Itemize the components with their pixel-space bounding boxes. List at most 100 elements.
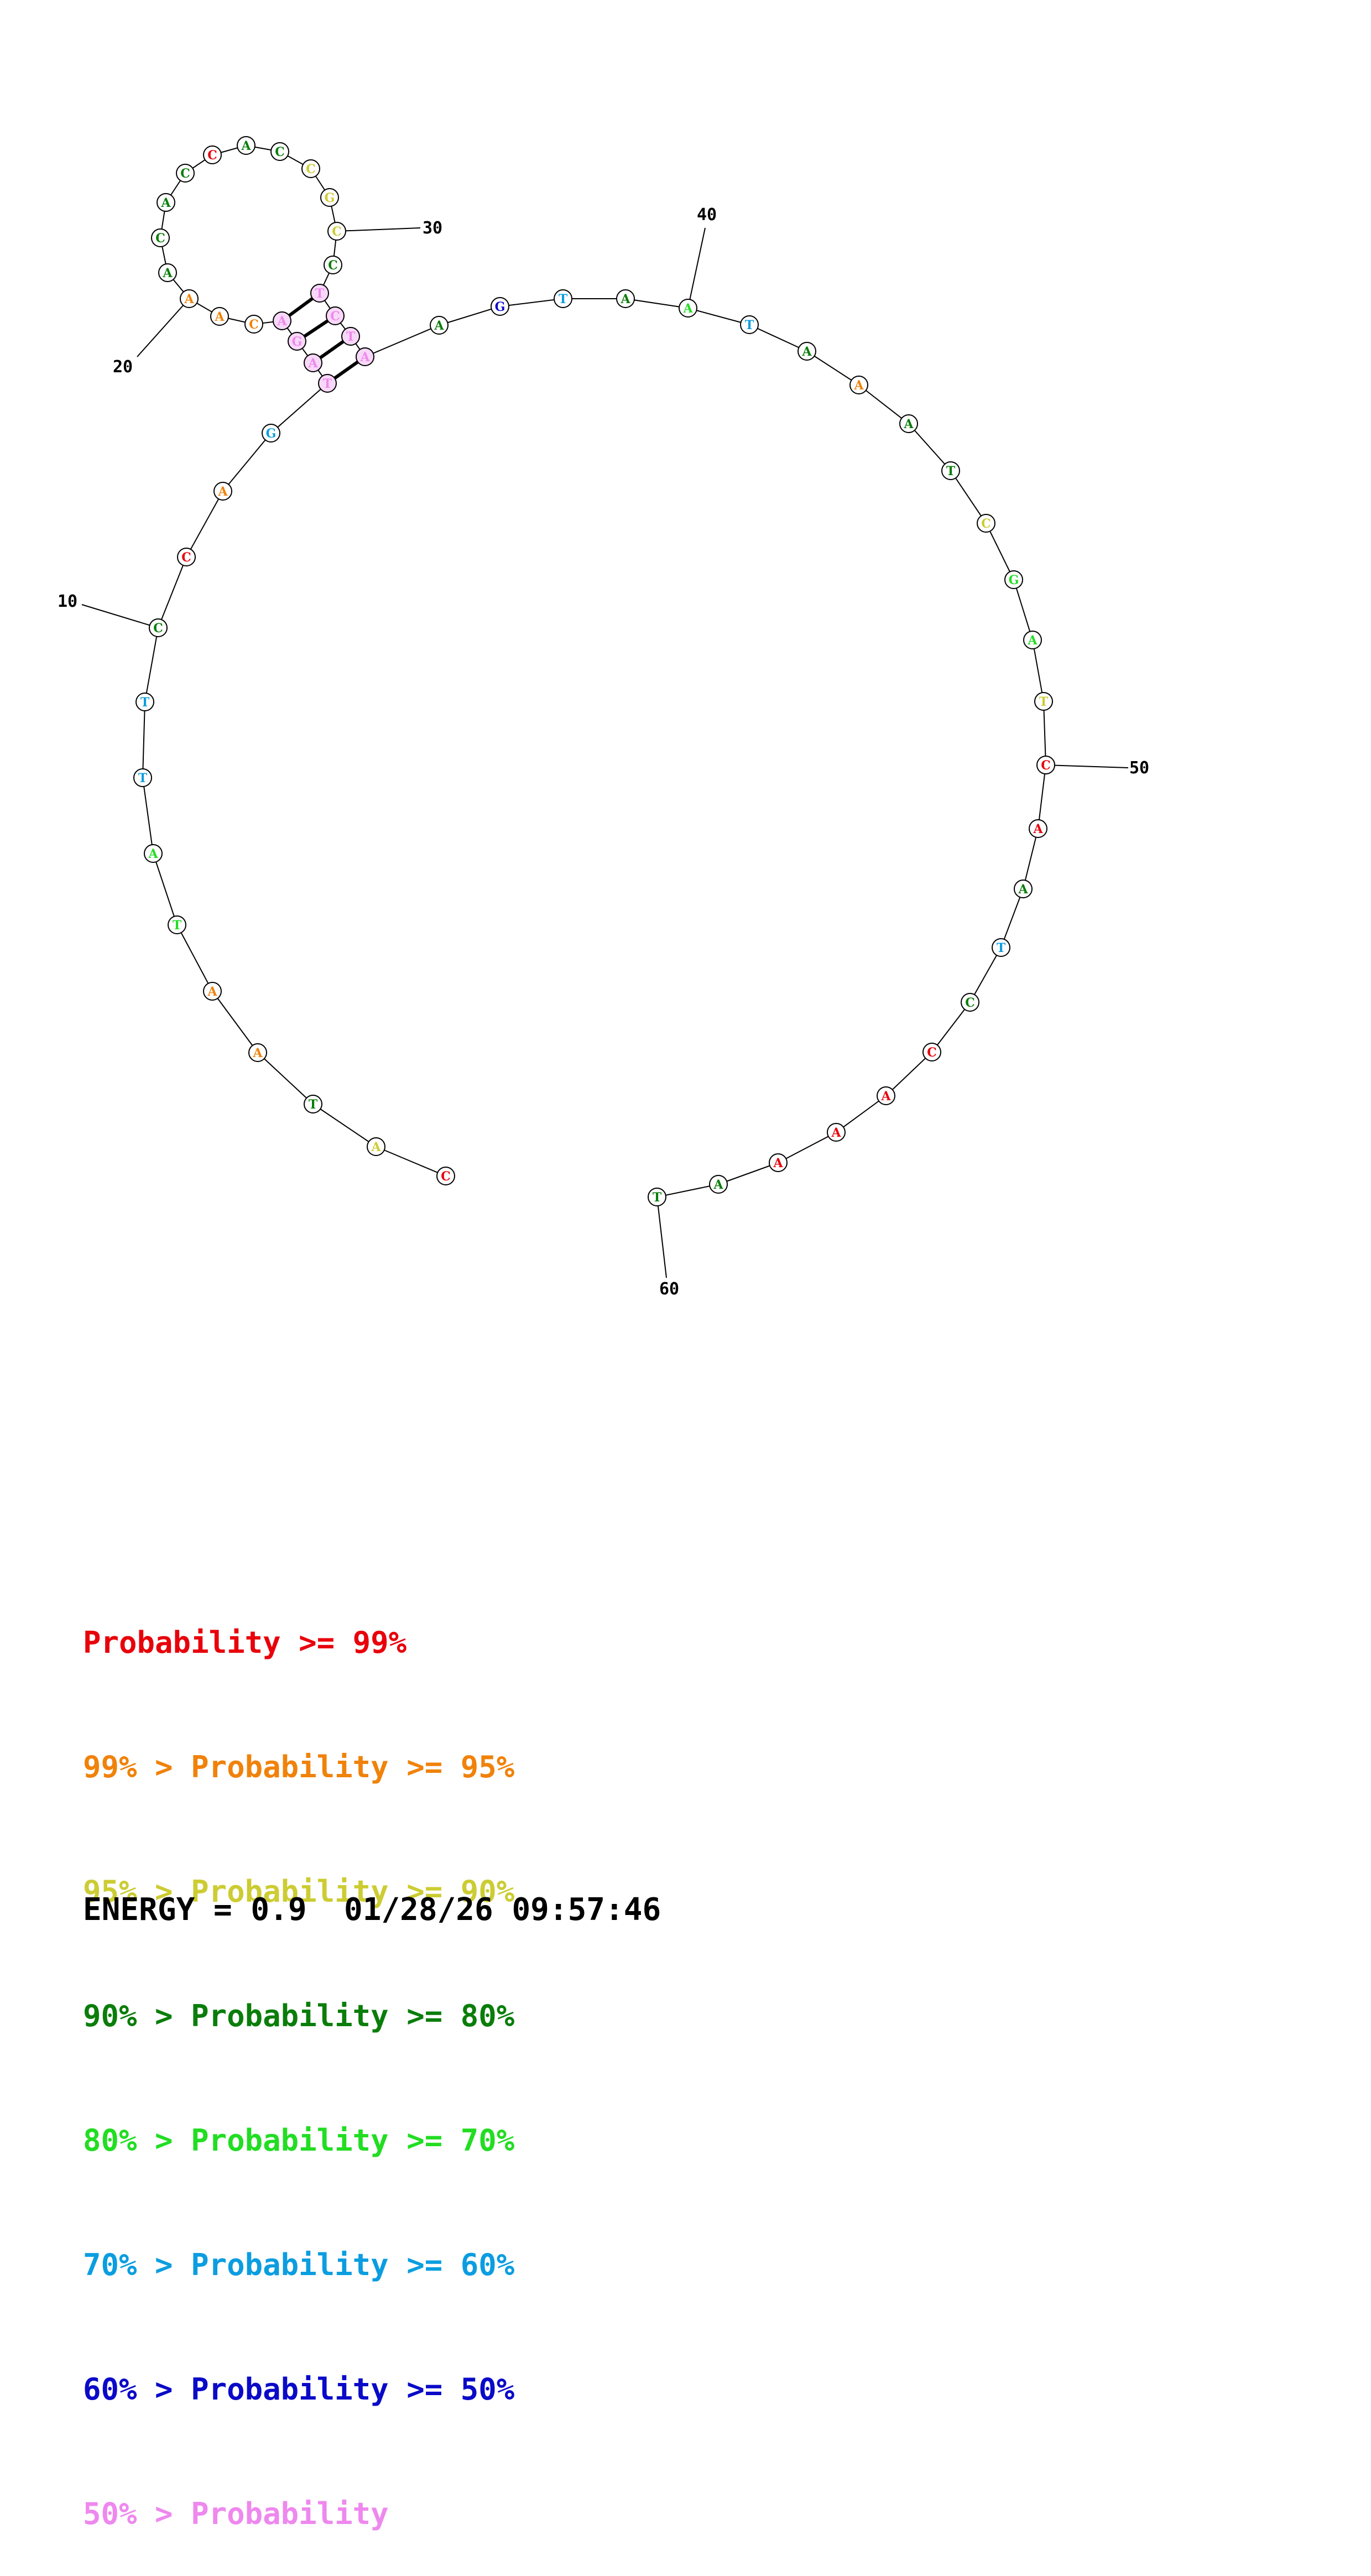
nucleotide-base-label: T bbox=[1039, 695, 1049, 709]
nucleotide-circle bbox=[237, 136, 256, 155]
nucleotide-circle bbox=[709, 1175, 728, 1194]
nucleotide-base-label: A bbox=[252, 1046, 263, 1060]
nucleotide-circle bbox=[367, 1137, 385, 1156]
nucleotide-base-label: T bbox=[745, 318, 754, 332]
backbone-segment bbox=[625, 298, 689, 309]
timestamp: 01/28/26 09:57:46 bbox=[344, 1892, 661, 1928]
legend-prefix: 60% > bbox=[83, 2372, 191, 2407]
nucleotide-base-label: A bbox=[307, 356, 318, 371]
backbone-segment bbox=[858, 384, 909, 424]
backbone-segment bbox=[312, 1104, 377, 1147]
backbone bbox=[142, 145, 1046, 1198]
nucleotide-circle bbox=[310, 284, 329, 303]
nucleotide-circle bbox=[203, 145, 222, 164]
backbone-segment bbox=[144, 627, 159, 702]
backbone-segment bbox=[718, 1162, 779, 1185]
legend-prefix: 70% > bbox=[83, 2247, 191, 2282]
nucleotide-circle bbox=[327, 222, 346, 241]
nucleotide-circle bbox=[740, 315, 759, 334]
backbone-segment bbox=[142, 777, 154, 854]
nucleotide-base-label: G bbox=[1009, 573, 1019, 587]
nucleotide-base-label: A bbox=[207, 985, 217, 999]
nucleotide-circle bbox=[1014, 880, 1033, 898]
legend-text: Probability bbox=[191, 2496, 389, 2531]
nucleotide-base-label: A bbox=[434, 319, 444, 333]
nucleotide-circle bbox=[436, 1167, 455, 1185]
nucleotide: T bbox=[1034, 692, 1053, 711]
nucleotide-circle bbox=[341, 327, 360, 346]
nucleotide-base-label: C bbox=[181, 550, 191, 565]
nucleotide-base-label: A bbox=[184, 292, 194, 306]
nucleotide-base-label: A bbox=[214, 310, 225, 324]
nucleotide-base-label: C bbox=[965, 996, 975, 1010]
nucleotide-base-label: A bbox=[880, 1089, 891, 1104]
backbone-segment bbox=[499, 298, 564, 307]
nucleotide: T bbox=[318, 374, 337, 393]
nucleotide-circle bbox=[157, 193, 175, 212]
backbone-segment bbox=[1000, 888, 1024, 948]
nucleotide-circle bbox=[491, 297, 509, 316]
legend-prefix: 80% > bbox=[83, 2123, 191, 2158]
nucleotide-base-label: A bbox=[1033, 822, 1043, 836]
nucleotide: G bbox=[1004, 570, 1023, 589]
nucleotide: T bbox=[648, 1188, 666, 1206]
nucleotide: A bbox=[203, 982, 222, 1001]
nucleotide: A bbox=[616, 289, 635, 308]
backbone-segment bbox=[687, 308, 750, 325]
nucleotide-circle bbox=[213, 482, 232, 501]
legend-prefix: 90% > bbox=[83, 1999, 191, 2033]
nucleotide-base-label: A bbox=[801, 345, 812, 359]
nucleotide-circle bbox=[992, 938, 1010, 957]
nucleotide-base-label: G bbox=[495, 300, 505, 314]
backbone-segment bbox=[153, 853, 178, 925]
nucleotide-circle bbox=[301, 159, 320, 178]
nucleotide: T bbox=[740, 315, 759, 334]
nucleotide: A bbox=[769, 1153, 788, 1172]
nucleotide-base-label: C bbox=[155, 231, 165, 246]
nucleotide: C bbox=[151, 228, 170, 247]
nucleotide: A bbox=[157, 193, 175, 212]
nucleotide-circle bbox=[324, 256, 342, 274]
nucleotide-circle bbox=[244, 315, 263, 334]
nucleotide-base-label: A bbox=[160, 196, 171, 210]
nucleotide-circle bbox=[977, 514, 995, 533]
nucleotide: C bbox=[270, 142, 289, 161]
nucleotide: G bbox=[288, 332, 306, 351]
legend-text: Probability >= 99% bbox=[83, 1625, 407, 1660]
position-tick-line bbox=[1045, 764, 1129, 768]
nucleotide-base-label: G bbox=[292, 335, 303, 349]
backbone-segment bbox=[1013, 579, 1033, 641]
backbone-segment bbox=[270, 383, 328, 434]
nucleotide-circle bbox=[262, 424, 280, 443]
backbone-segment bbox=[376, 1146, 446, 1177]
legend-prefix: 95% > bbox=[83, 1874, 191, 1909]
nucleotide-base-label: C bbox=[306, 162, 316, 176]
nucleotide-circle bbox=[288, 332, 306, 351]
nucleotide-base-label: A bbox=[682, 301, 693, 316]
position-tick-label: 50 bbox=[1129, 758, 1149, 778]
position-tick-label: 40 bbox=[697, 205, 717, 225]
nucleotide: T bbox=[941, 461, 960, 480]
nucleotide-base-label: C bbox=[332, 225, 342, 239]
nucleotide-base-label: C bbox=[441, 1169, 451, 1184]
nucleotide-circle bbox=[1034, 692, 1053, 711]
nucleotide: A bbox=[827, 1123, 846, 1142]
backbone-segment bbox=[885, 1052, 932, 1096]
nucleotide: A bbox=[679, 299, 697, 318]
nucleotide-base-label: T bbox=[323, 377, 332, 391]
nucleotide-base-label: C bbox=[249, 318, 259, 332]
nucleotide-base-label: A bbox=[217, 485, 228, 499]
nucleotide: A bbox=[304, 353, 322, 372]
nucleotide: A bbox=[899, 414, 918, 433]
position-ticks: 10 20 30 40 50 60 bbox=[58, 205, 1149, 1299]
nucleotide: T bbox=[304, 1095, 322, 1113]
nucleotide-base-label: G bbox=[266, 426, 277, 441]
nucleotide-circle bbox=[304, 353, 322, 372]
backbone-segment bbox=[656, 1184, 719, 1198]
nucleotide: T bbox=[341, 327, 360, 346]
nucleotide: A bbox=[430, 316, 449, 335]
nucleotide-base-label: T bbox=[997, 941, 1006, 955]
nucleotide-base-label: A bbox=[1018, 882, 1028, 897]
nucleotide: C bbox=[326, 306, 345, 325]
